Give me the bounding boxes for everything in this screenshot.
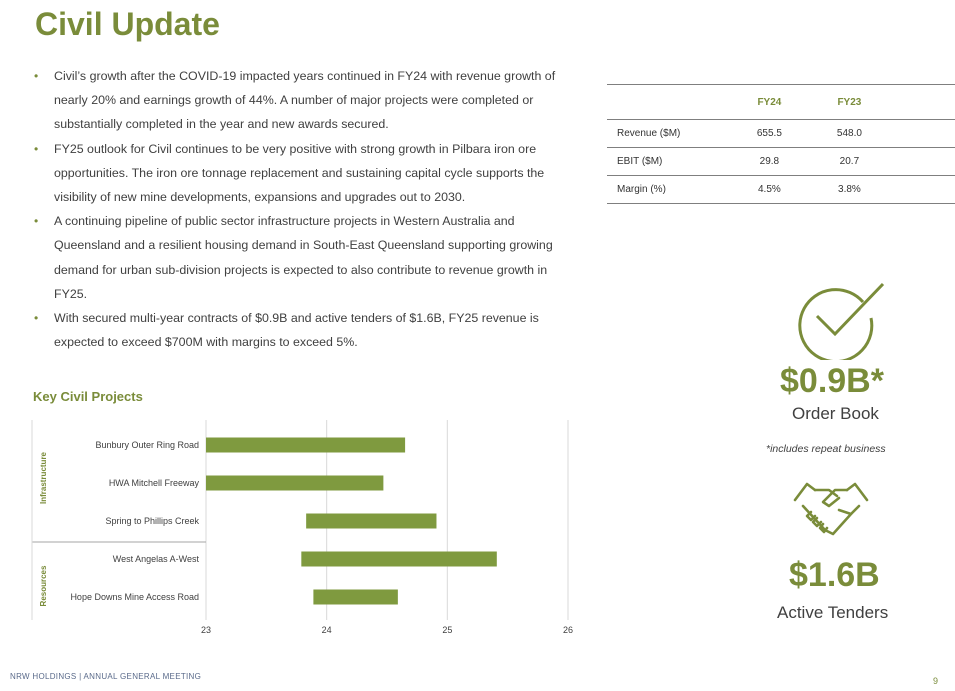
chart-category-label: West Angelas A-West — [113, 554, 200, 564]
order-book-value: $0.9B* — [780, 362, 884, 400]
chart-category-label: HWA Mitchell Freeway — [109, 478, 200, 488]
table-cell-fy24: 4.5% — [729, 175, 810, 204]
table-row-label: Margin (%) — [607, 175, 730, 204]
bullet-item: • With secured multi-year contracts of $0… — [34, 306, 559, 354]
page-number: 9 — [933, 676, 939, 686]
bullet-marker: • — [34, 214, 39, 229]
table-cell-fy24: 655.5 — [729, 119, 810, 148]
table-cell-fy23: 20.7 — [809, 147, 890, 176]
table-cell-pad — [889, 175, 955, 204]
page-title: Civil Update — [35, 6, 220, 42]
chart-category-label: Hope Downs Mine Access Road — [70, 592, 199, 602]
table-header-row: FY24 FY23 — [607, 85, 955, 120]
footer-text: NRW HOLDINGS | ANNUAL GENERAL MEETING — [10, 672, 202, 681]
table-header-fy24: FY24 — [757, 96, 782, 108]
chart-group-label: Resources — [39, 565, 48, 606]
chart-tick-label: 25 — [442, 625, 452, 635]
bullet-text: With secured multi-year contracts of $0.… — [54, 311, 539, 350]
order-book-label: Order Book — [792, 404, 879, 423]
chart-tick-label: 23 — [201, 625, 211, 635]
chart-category-label: Spring to Phillips Creek — [105, 516, 199, 526]
chart-bar — [301, 551, 497, 567]
bullet-item: • A continuing pipeline of public sector … — [34, 209, 559, 306]
table-header-pad — [889, 85, 955, 120]
table-row: Revenue ($M) 655.5 548.0 — [607, 119, 955, 148]
table-header-fy23: FY23 — [837, 96, 862, 108]
table-cell-fy23: 548.0 — [809, 119, 890, 148]
bullet-marker: • — [34, 69, 39, 83]
financial-table: FY24 FY23 Revenue ($M) 655.5 548.0 EBIT … — [607, 84, 955, 204]
bullet-list: • Civil’s growth after the COVID-19 impac… — [34, 64, 559, 354]
table-header-empty — [607, 85, 729, 120]
bullet-item: • FY25 outlook for Civil continues to be … — [34, 137, 559, 210]
table-row-label: Revenue ($M) — [607, 119, 730, 148]
bullet-text: A continuing pipeline of public sector i… — [54, 214, 553, 301]
table-cell-fy24: 29.8 — [729, 147, 810, 176]
chart-bar — [313, 589, 398, 605]
projects-title: Key Civil Projects — [33, 389, 143, 404]
handshake-icon — [793, 482, 869, 536]
table-row: EBIT ($M) 29.8 20.7 — [607, 147, 955, 176]
table-cell-pad — [889, 147, 955, 176]
projects-chart: 23 24 25 26 Bunbury Outer Ring Road HWA Mitch… — [31, 420, 573, 635]
chart-bar — [306, 513, 437, 529]
table-row: Margin (%) 4.5% 3.8% — [607, 175, 955, 204]
bullet-marker: • — [34, 311, 39, 326]
check-circle-icon — [798, 282, 885, 360]
table-row-label: EBIT ($M) — [607, 147, 730, 176]
chart-tick-label: 26 — [563, 625, 573, 635]
table-cell-pad — [889, 119, 955, 148]
chart-bar — [206, 437, 406, 453]
chart-tick-label: 24 — [322, 625, 332, 635]
bullet-text: FY25 outlook for Civil continues to be v… — [54, 141, 545, 205]
order-book-note: *includes repeat business — [766, 443, 886, 455]
chart-category-label: Bunbury Outer Ring Road — [95, 440, 199, 450]
chart-bar — [206, 475, 384, 491]
bullet-marker: • — [34, 141, 39, 156]
bullet-item: • Civil’s growth after the COVID-19 impac… — [34, 64, 559, 137]
bullet-text: Civil’s growth after the COVID-19 impact… — [54, 69, 556, 132]
table-cell-fy23: 3.8% — [809, 175, 890, 204]
chart-group-label: Infrastructure — [39, 451, 48, 504]
tenders-label: Active Tenders — [777, 603, 889, 622]
tenders-value: $1.6B — [789, 556, 880, 594]
